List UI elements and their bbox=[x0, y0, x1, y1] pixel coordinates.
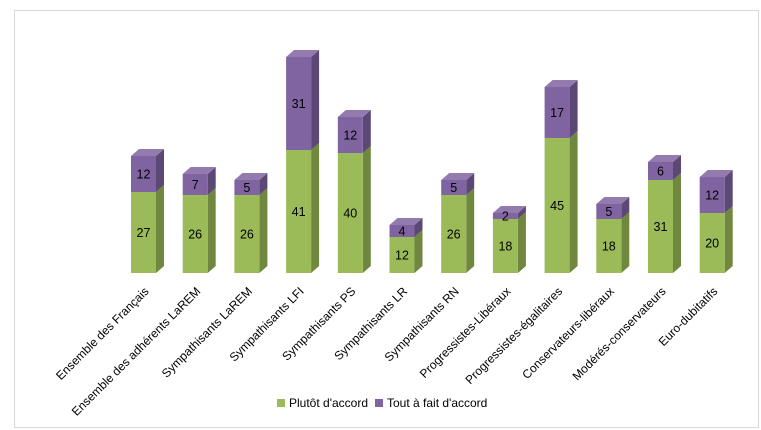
legend-swatch-plutot bbox=[277, 399, 285, 407]
data-label-plutot-1: 26 bbox=[188, 228, 202, 242]
bar-side-plutot-1 bbox=[207, 188, 216, 273]
bar-plutot-11 bbox=[699, 213, 725, 273]
bar-plutot-5 bbox=[389, 237, 415, 273]
bar-tout-a-fait-6 bbox=[441, 180, 467, 195]
legend: Plutôt d'accord Tout à fait d'accord bbox=[277, 396, 487, 410]
category-label-0: Ensemble des Français bbox=[53, 284, 152, 383]
data-label-tout-a-fait-2: 5 bbox=[243, 181, 250, 195]
data-label-tout-a-fait-11: 12 bbox=[705, 189, 719, 203]
bar-top-2 bbox=[234, 173, 268, 180]
bar-side-tout-a-fait-9 bbox=[621, 197, 630, 219]
data-label-tout-a-fait-4: 12 bbox=[343, 129, 357, 143]
bar-side-tout-a-fait-10 bbox=[673, 155, 681, 180]
bar-tout-a-fait-5 bbox=[389, 225, 415, 237]
category-label-2: Sympathisants LaREM bbox=[159, 284, 255, 380]
data-label-plutot-3: 41 bbox=[292, 205, 306, 219]
data-label-tout-a-fait-5: 4 bbox=[399, 225, 406, 239]
data-label-tout-a-fait-1: 7 bbox=[192, 178, 199, 192]
bar-side-tout-a-fait-11 bbox=[724, 170, 733, 213]
bar-plutot-7 bbox=[492, 219, 518, 273]
data-label-plutot-2: 26 bbox=[240, 228, 254, 242]
data-label-plutot-8: 45 bbox=[550, 199, 564, 213]
bar-tout-a-fait-0 bbox=[131, 156, 156, 192]
bar-plutot-4 bbox=[337, 153, 363, 273]
bar-tout-a-fait-7 bbox=[492, 213, 518, 219]
bar-plutot-9 bbox=[596, 219, 622, 273]
bar-plutot-2 bbox=[234, 195, 260, 273]
bar-plutot-6 bbox=[441, 195, 467, 273]
bar-plutot-0 bbox=[131, 192, 156, 273]
bar-top-3 bbox=[286, 50, 320, 57]
bar-plutot-3 bbox=[286, 150, 312, 273]
bar-side-plutot-6 bbox=[466, 188, 475, 273]
bar-side-tout-a-fait-8 bbox=[569, 80, 578, 138]
bar-tout-a-fait-8 bbox=[544, 87, 570, 138]
bar-side-tout-a-fait-6 bbox=[466, 173, 475, 195]
data-label-plutot-4: 40 bbox=[343, 207, 357, 221]
bar-tout-a-fait-2 bbox=[234, 180, 260, 195]
bar-side-plutot-3 bbox=[311, 143, 320, 273]
data-labels-group: 27 12 26 7 26 5 41 31 40 12 12 4 26 5 18 2 45 17 18 5 31 6 20 1… bbox=[137, 97, 720, 263]
bar-side-plutot-5 bbox=[414, 230, 423, 273]
bar-top-9 bbox=[596, 197, 630, 204]
data-label-plutot-7: 18 bbox=[498, 240, 512, 254]
bar-tout-a-fait-3 bbox=[286, 57, 312, 150]
data-label-plutot-6: 26 bbox=[447, 228, 461, 242]
bar-side-plutot-7 bbox=[517, 212, 526, 273]
legend-swatch-tout-a-fait bbox=[375, 399, 383, 407]
category-label-8: Progressistes-égalitaires bbox=[462, 284, 565, 387]
data-label-plutot-0: 27 bbox=[137, 226, 151, 240]
bar-side-plutot-11 bbox=[724, 206, 733, 273]
bar-top-4 bbox=[337, 110, 371, 117]
bar-side-plutot-9 bbox=[621, 212, 630, 273]
bar-side-tout-a-fait-7 bbox=[517, 206, 526, 219]
bar-plutot-1 bbox=[182, 195, 208, 273]
data-label-tout-a-fait-7: 2 bbox=[502, 210, 509, 224]
bar-side-plutot-10 bbox=[673, 173, 681, 273]
legend-label-tout-a-fait: Tout à fait d'accord bbox=[387, 396, 487, 410]
bar-top-5 bbox=[389, 218, 423, 225]
data-label-tout-a-fait-8: 17 bbox=[550, 106, 564, 120]
bar-side-plutot-4 bbox=[362, 146, 371, 273]
bar-plutot-10 bbox=[648, 180, 673, 273]
bar-side-plutot-2 bbox=[259, 188, 268, 273]
bar-side-tout-a-fait-0 bbox=[156, 149, 164, 192]
bar-side-tout-a-fait-2 bbox=[259, 173, 268, 195]
bar-tout-a-fait-11 bbox=[699, 177, 725, 213]
bar-tout-a-fait-10 bbox=[648, 162, 673, 180]
bar-side-tout-a-fait-3 bbox=[311, 50, 320, 150]
bar-side-plutot-8 bbox=[569, 131, 578, 273]
bar-tout-a-fait-1 bbox=[182, 174, 208, 195]
data-label-plutot-11: 20 bbox=[705, 237, 719, 251]
data-label-tout-a-fait-10: 6 bbox=[657, 165, 664, 179]
bar-top-8 bbox=[544, 80, 578, 87]
legend-label-plutot: Plutôt d'accord bbox=[289, 396, 368, 410]
bar-top-7 bbox=[492, 206, 526, 213]
data-label-tout-a-fait-6: 5 bbox=[450, 181, 457, 195]
bar-side-tout-a-fait-4 bbox=[362, 110, 371, 153]
data-label-tout-a-fait-3: 31 bbox=[292, 97, 306, 111]
bar-plutot-8 bbox=[544, 138, 570, 273]
bar-side-plutot-0 bbox=[156, 185, 164, 273]
bar-side-tout-a-fait-1 bbox=[207, 167, 216, 195]
bar-side-tout-a-fait-5 bbox=[414, 218, 423, 237]
bar-top-11 bbox=[699, 170, 733, 177]
bar-top-6 bbox=[441, 173, 475, 180]
category-label-7: Progressistes-Libéraux bbox=[417, 284, 514, 381]
category-label-10: Modérés-conservateurs bbox=[570, 284, 669, 383]
bars-group bbox=[131, 50, 733, 273]
data-label-plutot-5: 12 bbox=[395, 249, 409, 263]
data-label-tout-a-fait-9: 5 bbox=[605, 205, 612, 219]
category-label-9: Conservateurs-libéraux bbox=[519, 284, 617, 382]
bar-tout-a-fait-9 bbox=[596, 204, 622, 219]
bar-tout-a-fait-4 bbox=[337, 117, 363, 153]
bar-top-10 bbox=[648, 155, 681, 162]
data-label-tout-a-fait-0: 12 bbox=[137, 168, 151, 182]
data-label-plutot-9: 18 bbox=[602, 240, 616, 254]
bar-top-0 bbox=[131, 149, 164, 156]
bar-top-1 bbox=[182, 167, 216, 174]
data-label-plutot-10: 31 bbox=[654, 220, 668, 234]
